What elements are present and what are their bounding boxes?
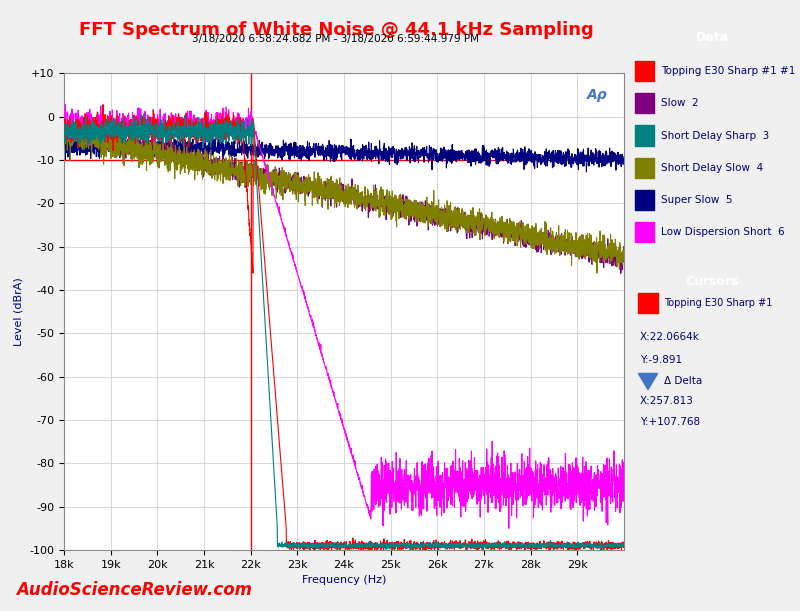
Bar [635, 61, 654, 81]
Polygon shape [638, 373, 658, 390]
Bar [635, 158, 654, 178]
Text: Short Delay Sharp  3: Short Delay Sharp 3 [661, 131, 769, 141]
Bar [635, 125, 654, 145]
Bar [635, 93, 654, 114]
Text: Aρ: Aρ [586, 87, 607, 101]
Text: X:22.0664k: X:22.0664k [640, 332, 700, 342]
Text: AudioScienceReview.com: AudioScienceReview.com [16, 581, 252, 599]
Bar [635, 190, 654, 210]
Bar [638, 293, 658, 313]
Text: Cursors: Cursors [686, 275, 738, 288]
Text: X:257.813: X:257.813 [640, 397, 694, 406]
Text: Y:+107.768: Y:+107.768 [640, 417, 700, 427]
Text: Short Delay Slow  4: Short Delay Slow 4 [661, 163, 763, 173]
Text: Slow  2: Slow 2 [661, 98, 698, 108]
Text: FFT Spectrum of White Noise @ 44.1 kHz Sampling: FFT Spectrum of White Noise @ 44.1 kHz S… [78, 21, 594, 39]
Text: Data: Data [695, 31, 729, 44]
Bar [635, 222, 654, 243]
X-axis label: Frequency (Hz): Frequency (Hz) [302, 575, 386, 585]
Text: 3/18/2020 6:58:24.682 PM - 3/18/2020 6:59:44.979 PM: 3/18/2020 6:58:24.682 PM - 3/18/2020 6:5… [193, 34, 479, 43]
Text: Y:-9.891: Y:-9.891 [640, 355, 682, 365]
Text: Δ Delta: Δ Delta [664, 376, 702, 386]
Text: Low Dispersion Short  6: Low Dispersion Short 6 [661, 227, 785, 237]
Text: Topping E30 Sharp #1: Topping E30 Sharp #1 [664, 298, 772, 308]
Text: Super Slow  5: Super Slow 5 [661, 195, 732, 205]
Text: Topping E30 Sharp #1 #1: Topping E30 Sharp #1 #1 [661, 66, 795, 76]
Y-axis label: Level (dBrA): Level (dBrA) [14, 277, 24, 346]
